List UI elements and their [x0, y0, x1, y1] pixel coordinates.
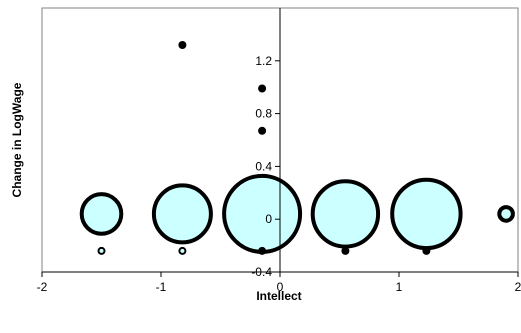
y-tick-label-3: 0.8 — [255, 107, 272, 121]
data-point-4 — [341, 246, 350, 255]
bubble-1 — [151, 183, 213, 245]
y-axis-title: Change in LogWage — [10, 82, 24, 197]
bubble-4 — [390, 177, 463, 251]
bubble-2 — [222, 173, 303, 254]
data-point-0 — [178, 41, 187, 49]
x-tick-label-4: 2 — [515, 280, 521, 294]
y-tick-label-2: 0.4 — [255, 159, 272, 173]
bubble-3 — [310, 179, 381, 249]
bubble-0 — [79, 192, 124, 236]
points-layer — [178, 41, 431, 255]
bubble-5 — [497, 205, 515, 223]
bubble-7 — [178, 246, 187, 255]
data-point-3 — [258, 246, 267, 255]
x-axis-title: Intellect — [256, 289, 301, 303]
x-tick-label-3: 1 — [396, 280, 403, 294]
data-point-5 — [422, 246, 431, 255]
ticks-layer: -2 -1 0 1 2 -0.4 0 0.4 0.8 1.2 — [37, 54, 521, 294]
x-tick-label-2: 0 — [277, 280, 284, 294]
data-point-2 — [258, 126, 267, 135]
x-tick-label-0: -2 — [37, 280, 48, 294]
x-tick-label-1: -1 — [156, 280, 167, 294]
bubbles-layer — [79, 173, 515, 255]
y-tick-label-4: 1.2 — [255, 54, 272, 68]
data-point-1 — [258, 84, 267, 93]
bubble-6 — [97, 246, 106, 255]
y-tick-label-1: 0 — [265, 212, 272, 226]
y-tick-label-0: -0.4 — [251, 265, 272, 279]
